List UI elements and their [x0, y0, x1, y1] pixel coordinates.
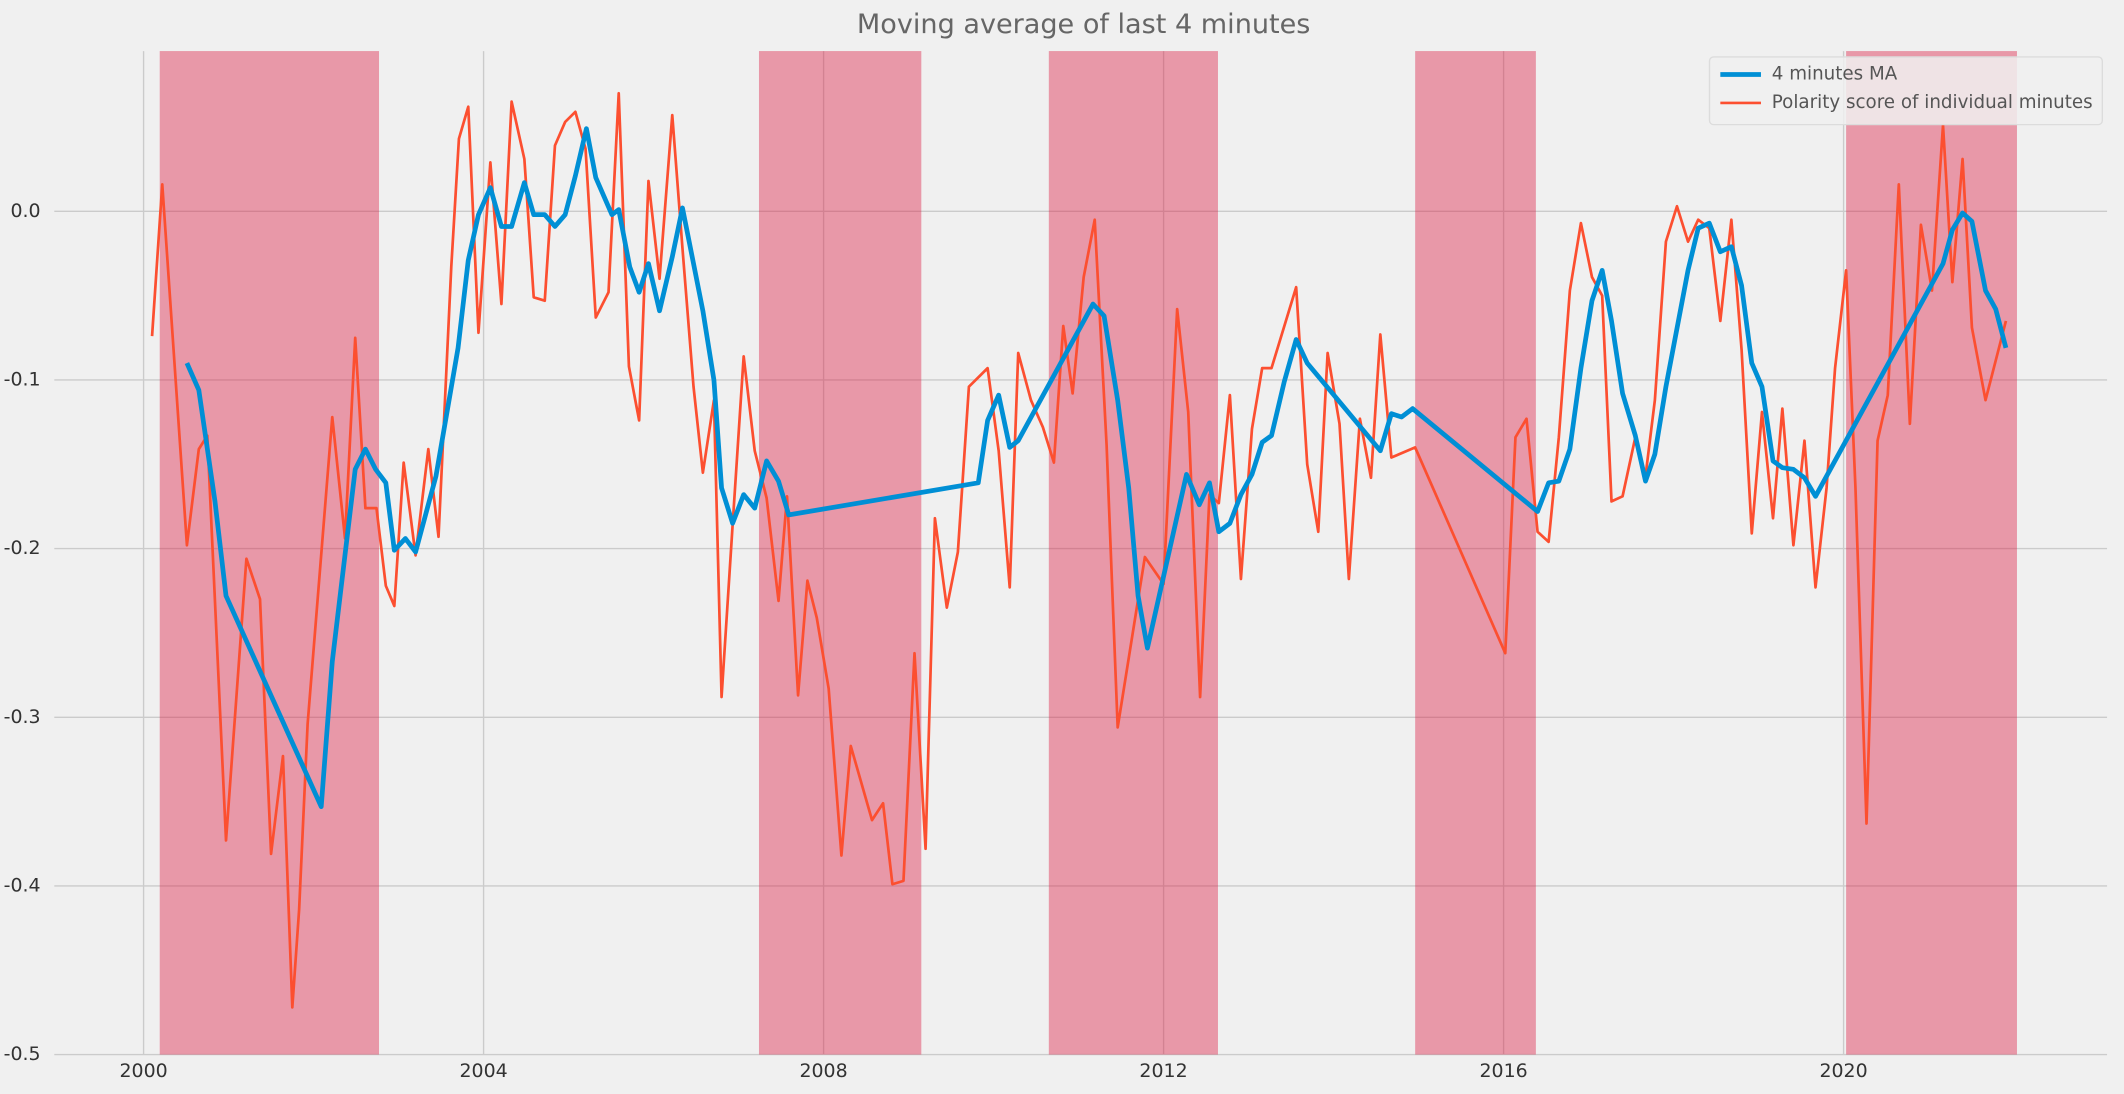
- x-tick-label: 2012: [1139, 1060, 1187, 1082]
- x-tick-label: 2004: [459, 1060, 507, 1082]
- line: [184, 126, 2009, 810]
- x-tick-label: 2000: [119, 1060, 167, 1082]
- legend-box: [1708, 56, 2104, 126]
- y-tick-label: -0.4: [4, 874, 41, 896]
- x-tick-label: 2008: [799, 1060, 847, 1082]
- shaded-span: [1415, 51, 1536, 1055]
- shaded-span: [1846, 51, 2017, 1055]
- legend-label: Polarity score of individual minutes: [1772, 92, 2093, 113]
- shaded-span: [758, 51, 922, 1055]
- x-tick-label: 2020: [1819, 1060, 1867, 1082]
- chart-title: Moving average of last 4 minutes: [857, 9, 1310, 40]
- x-tick-label: 2016: [1479, 1060, 1527, 1082]
- legend-label: 4 minutes MA: [1772, 64, 1898, 85]
- y-tick-label: -0.1: [4, 368, 41, 390]
- shaded-span: [159, 51, 380, 1055]
- y-tick-label: -0.3: [4, 706, 41, 728]
- y-tick-label: -0.5: [4, 1043, 41, 1065]
- y-tick-label: 0.0: [10, 200, 40, 222]
- y-tick-label: -0.2: [4, 537, 41, 559]
- line: [150, 91, 2008, 1009]
